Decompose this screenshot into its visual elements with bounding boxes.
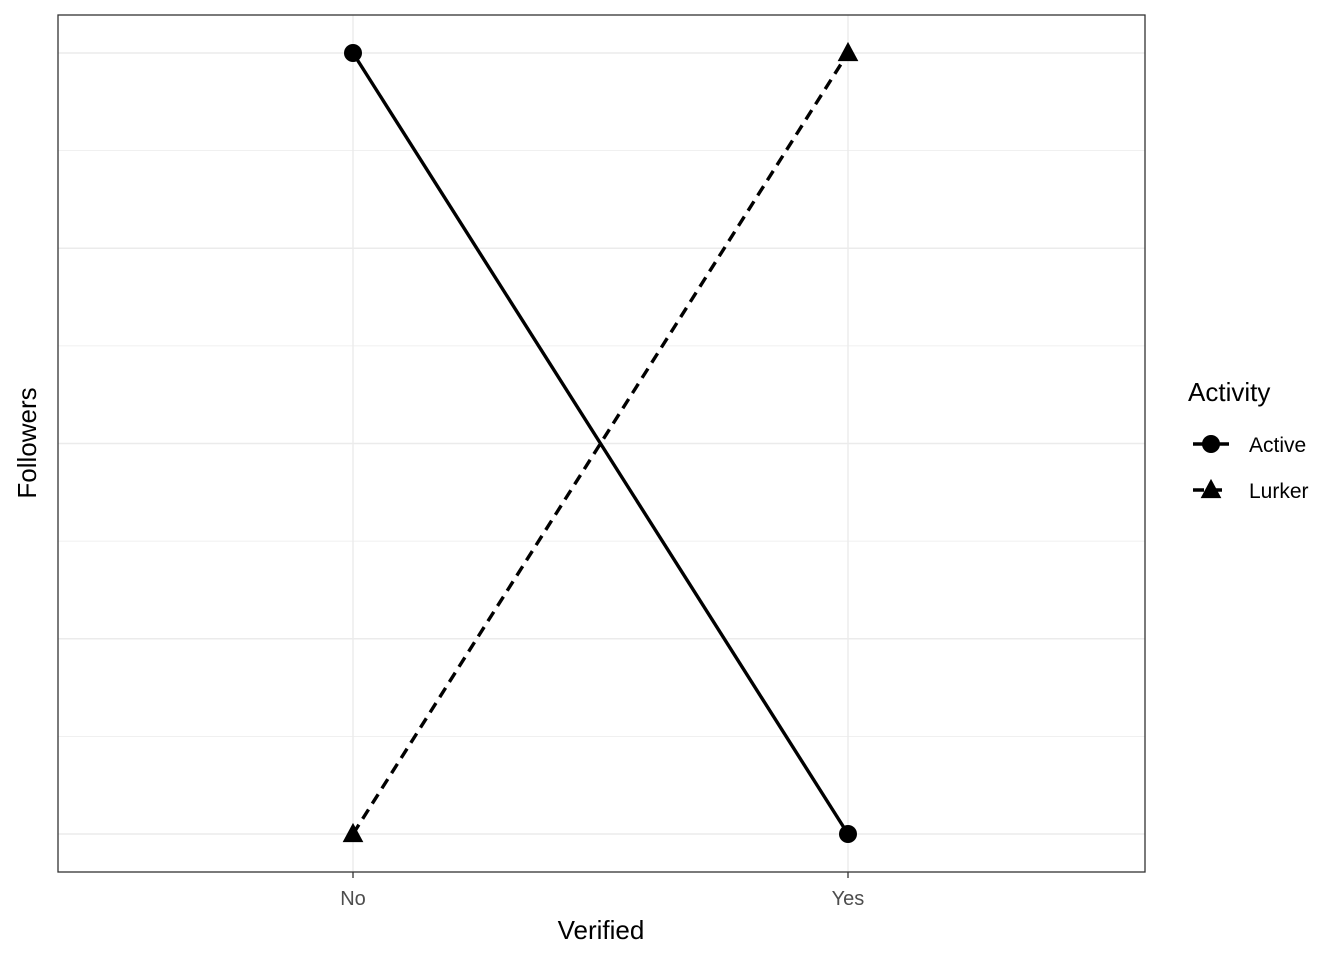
y-axis-title: Followers — [12, 387, 42, 498]
data-point-lurker-no — [342, 822, 364, 843]
x-tick-label: No — [340, 888, 366, 910]
series-active — [344, 44, 857, 843]
plot-panel-border — [57, 14, 1146, 873]
data-point-active-yes — [839, 825, 857, 843]
x-axis: No Yes — [340, 872, 864, 910]
series-layer — [342, 41, 859, 843]
series-line-active — [351, 52, 850, 835]
legend-item-active: Active — [1193, 434, 1306, 457]
data-point-lurker-yes — [837, 41, 859, 62]
legend-key-circle-icon — [1202, 435, 1220, 453]
legend-item-lurker: Lurker — [1193, 478, 1309, 503]
legend-label: Active — [1249, 434, 1306, 457]
series-line-lurker — [351, 52, 850, 835]
legend-items: Active Lurker — [1193, 434, 1309, 503]
x-tick-label: Yes — [832, 888, 865, 910]
legend-label: Lurker — [1249, 480, 1309, 503]
legend: Activity Active Lurker — [1188, 377, 1309, 503]
legend-title: Activity — [1188, 377, 1270, 407]
legend-key-triangle-icon — [1200, 478, 1222, 499]
data-point-active-no — [344, 44, 362, 62]
x-axis-title: Verified — [558, 915, 645, 945]
series-lurker — [342, 41, 859, 843]
